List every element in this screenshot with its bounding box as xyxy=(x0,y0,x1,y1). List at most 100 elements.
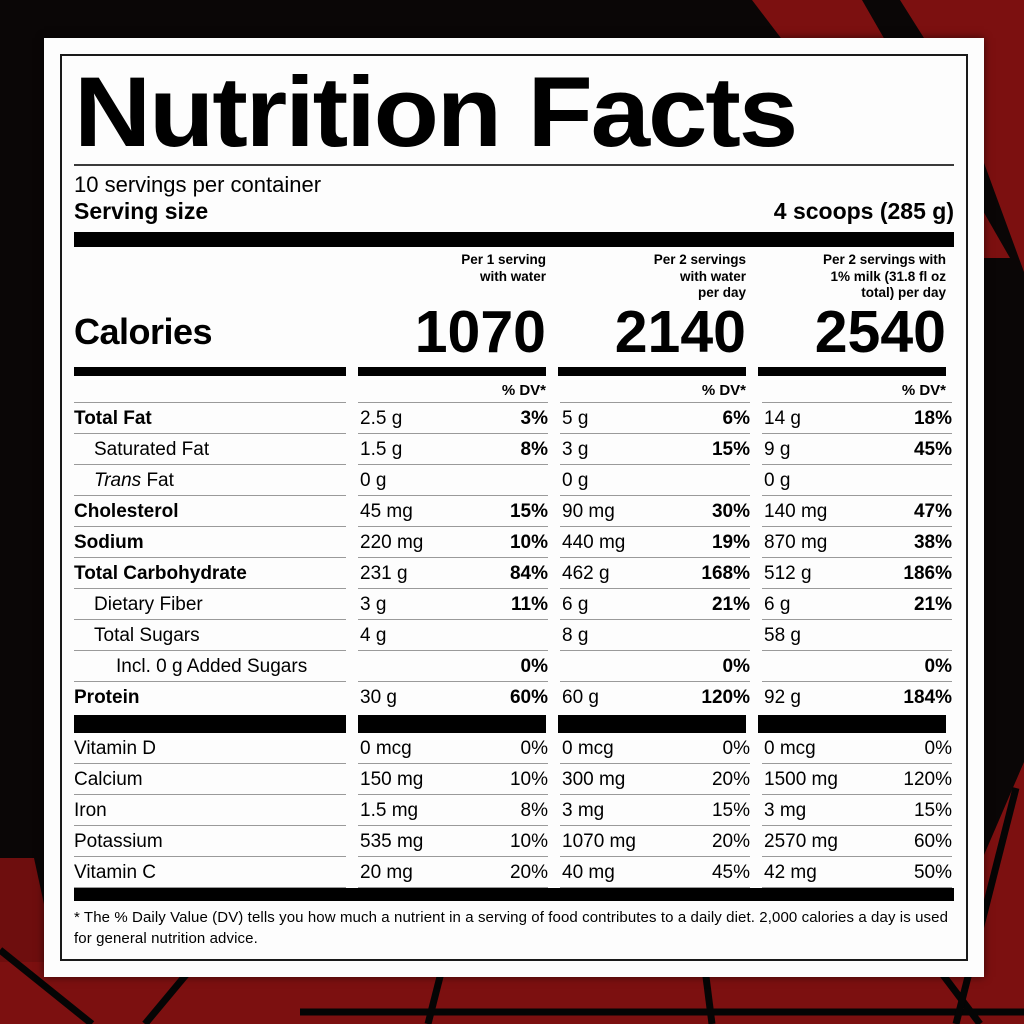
amount-value: 535 mg xyxy=(360,830,424,852)
calories-value: 1070 xyxy=(414,299,546,366)
nutrient-cell-col3: 140 mg 47% xyxy=(762,494,952,526)
dv-value: 10% xyxy=(509,830,548,852)
amount-value: 3 mg xyxy=(764,799,807,821)
nutrient-row: Trans Fat 0 g 0 g 0 g xyxy=(74,463,954,495)
nutrient-name: Vitamin D xyxy=(74,737,157,759)
amount-value: 60 g xyxy=(562,686,599,708)
nutrient-cell-col1: 231 g 84% xyxy=(358,556,548,588)
nutrient-values: 4 g 8 g 58 g xyxy=(346,618,954,650)
nutrient-name: Calcium xyxy=(74,768,143,790)
amount-value: 5 g xyxy=(562,407,589,429)
nutrient-cell-col1: 20 mg 20% xyxy=(358,855,548,888)
nutrient-cell-col1: 0 mcg 0% xyxy=(358,733,548,763)
amount-value: 45 mg xyxy=(360,500,413,522)
amount-value: 140 mg xyxy=(764,500,828,522)
nutrient-name-cell: Vitamin C xyxy=(74,855,346,888)
dv-header: % DV* xyxy=(501,381,546,399)
dv-value: 10% xyxy=(509,768,548,790)
nutrient-name: Protein xyxy=(74,686,140,708)
amount-value: 6 g xyxy=(764,593,791,615)
nutrient-name-cell: Trans Fat xyxy=(74,463,346,495)
amount-value: 14 g xyxy=(764,407,801,429)
amount-value: 440 mg xyxy=(562,531,626,553)
divider-segment xyxy=(758,366,946,376)
divider-segments xyxy=(346,714,954,733)
dv-header: % DV* xyxy=(701,381,746,399)
amount-value: 0 g xyxy=(360,469,387,491)
amount-value: 6 g xyxy=(562,593,589,615)
nutrient-name: Vitamin C xyxy=(74,861,157,883)
dv-value: 18% xyxy=(913,407,952,429)
nutrient-name: Saturated Fat xyxy=(94,438,210,460)
nutrient-cell-col1: 150 mg 10% xyxy=(358,762,548,794)
amount-value: 512 g xyxy=(764,562,812,584)
thick-divider-top xyxy=(74,232,954,248)
nutrient-name-cell: Iron xyxy=(74,793,346,825)
nutrient-cell-col1: 0 g xyxy=(358,463,548,495)
amount-value: 0 mcg xyxy=(360,737,412,759)
calories-value: 2540 xyxy=(814,299,946,366)
amount-value: 0 mcg xyxy=(562,737,614,759)
nutrient-values: 0 mcg 0% 0 mcg 0% 0 mcg 0% xyxy=(346,733,954,763)
dv-value: 45% xyxy=(913,438,952,460)
dv-value: 15% xyxy=(913,799,952,821)
nutrient-name: Potassium xyxy=(74,830,163,852)
divider-segments xyxy=(346,366,954,376)
nutrient-row: Total Sugars 4 g 8 g 58 g xyxy=(74,618,954,650)
dv-value: 20% xyxy=(711,830,750,852)
dv-value: 0% xyxy=(722,655,750,677)
dv-value: 60% xyxy=(509,686,548,708)
nutrient-cell-col1: 1.5 mg 8% xyxy=(358,793,548,825)
nutrient-cell-col1: 45 mg 15% xyxy=(358,494,548,526)
amount-value: 0 mcg xyxy=(764,737,816,759)
nutrient-name-cell: Sodium xyxy=(74,525,346,557)
dv-value: 8% xyxy=(520,438,548,460)
divider-segment xyxy=(74,714,346,733)
dv-value: 8% xyxy=(520,799,548,821)
dv-value: 45% xyxy=(711,861,750,883)
dv-value: 0% xyxy=(722,737,750,759)
nutrient-cell-col3: 512 g 186% xyxy=(762,556,952,588)
dv-value: 6% xyxy=(722,407,750,429)
nutrient-cell-col3: 42 mg 50% xyxy=(762,855,952,888)
divider-segment xyxy=(74,366,346,376)
amount-value: 2.5 g xyxy=(360,407,403,429)
nutrient-row: Vitamin C 20 mg 20% 40 mg 45% 42 mg xyxy=(74,855,954,888)
amount-value: 42 mg xyxy=(764,861,817,883)
dv-value: 11% xyxy=(511,593,548,615)
title-divider xyxy=(74,164,954,167)
dv-value: 47% xyxy=(913,500,952,522)
nutrient-cell-col1: 220 mg 10% xyxy=(358,525,548,557)
nutrient-cell-col3: 3 mg 15% xyxy=(762,793,952,825)
serving-size-value: 4 scoops (285 g) xyxy=(773,198,954,225)
nutrient-cell-col2: 5 g 6% xyxy=(560,401,750,433)
dv-value: 21% xyxy=(711,593,750,615)
nutrient-cell-col1: 4 g xyxy=(358,618,548,650)
nutrient-cell-col2: 0 g xyxy=(560,463,750,495)
nutrient-cell-col1: 535 mg 10% xyxy=(358,824,548,856)
nutrient-cell-col2: 0% xyxy=(560,649,750,681)
nutrient-name-italic: Trans xyxy=(94,469,142,491)
nutrient-cell-col3: 92 g 184% xyxy=(762,680,952,712)
nutrient-name-wrap: Dietary Fiber xyxy=(94,594,203,615)
nutrient-values: 0% 0% 0% xyxy=(346,649,954,681)
nutrient-cell-col2: 1070 mg 20% xyxy=(560,824,750,856)
nutrient-name: Iron xyxy=(74,799,107,821)
amount-value: 0 g xyxy=(562,469,589,491)
calories-divider xyxy=(74,366,954,376)
dv-value: 168% xyxy=(701,562,750,584)
dv-value: 15% xyxy=(509,500,548,522)
dv-value: 15% xyxy=(711,799,750,821)
column-header: Per 2 servings with water per day xyxy=(653,252,746,300)
column-header: Per 2 servings with 1% milk (31.8 fl oz … xyxy=(822,252,946,300)
dv-value: 184% xyxy=(903,686,952,708)
nutrient-cell-col1: 1.5 g 8% xyxy=(358,432,548,464)
dv-value: 120% xyxy=(903,768,952,790)
nutrient-name: Fat xyxy=(141,469,174,491)
nutrient-name-wrap: Total Fat xyxy=(74,408,152,429)
nutrient-name-wrap: Saturated Fat xyxy=(94,439,209,460)
nutrient-cell-col2: 0 mcg 0% xyxy=(560,733,750,763)
dv-value: 0% xyxy=(924,655,952,677)
divider-segment xyxy=(358,714,546,733)
amount-value: 870 mg xyxy=(764,531,828,553)
